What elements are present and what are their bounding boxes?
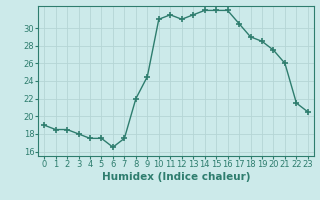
- X-axis label: Humidex (Indice chaleur): Humidex (Indice chaleur): [102, 172, 250, 182]
